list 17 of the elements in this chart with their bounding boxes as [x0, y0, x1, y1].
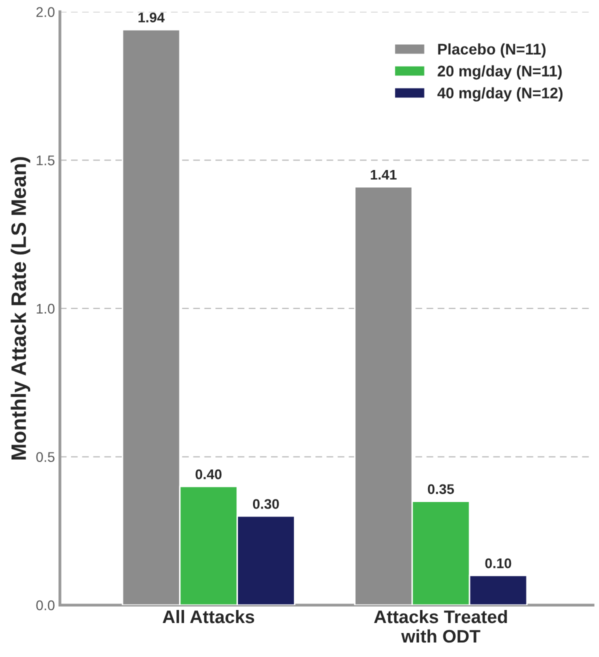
data-label: 0.35: [428, 484, 454, 494]
y-axis-title: Monthly Attack Rate (LS Mean): [10, 157, 30, 460]
legend-label: Placebo (N=11): [438, 43, 546, 58]
data-label: 0.40: [196, 469, 222, 480]
y-tick-label: 0.0: [36, 600, 54, 610]
x-tick-label: Attacks Treated with ODT: [374, 610, 507, 643]
data-label: 0.10: [485, 558, 512, 568]
y-tick-label: 1.0: [36, 304, 54, 314]
legend-label: 40 mg/day (N=12): [437, 87, 563, 102]
x-tick-label: All Attacks: [162, 610, 254, 624]
data-label: 1.41: [370, 170, 397, 180]
data-label: 1.94: [138, 12, 165, 22]
y-tick-label: 2.0: [36, 7, 54, 17]
legend-label: 20 mg/day (N=11): [438, 65, 562, 80]
y-tick-label: 1.5: [36, 156, 54, 166]
y-tick-label: 0.5: [36, 452, 54, 462]
data-label: 0.30: [252, 499, 279, 509]
